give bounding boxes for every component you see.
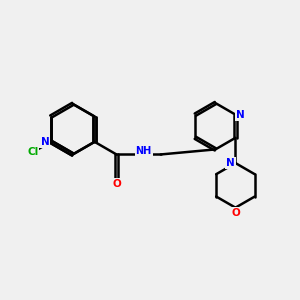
Text: O: O <box>231 208 240 218</box>
Text: N: N <box>236 110 244 120</box>
Text: NH: NH <box>136 146 152 157</box>
Text: Cl: Cl <box>27 147 38 157</box>
Text: N: N <box>226 158 235 168</box>
Text: O: O <box>112 179 121 189</box>
Text: N: N <box>40 137 49 147</box>
